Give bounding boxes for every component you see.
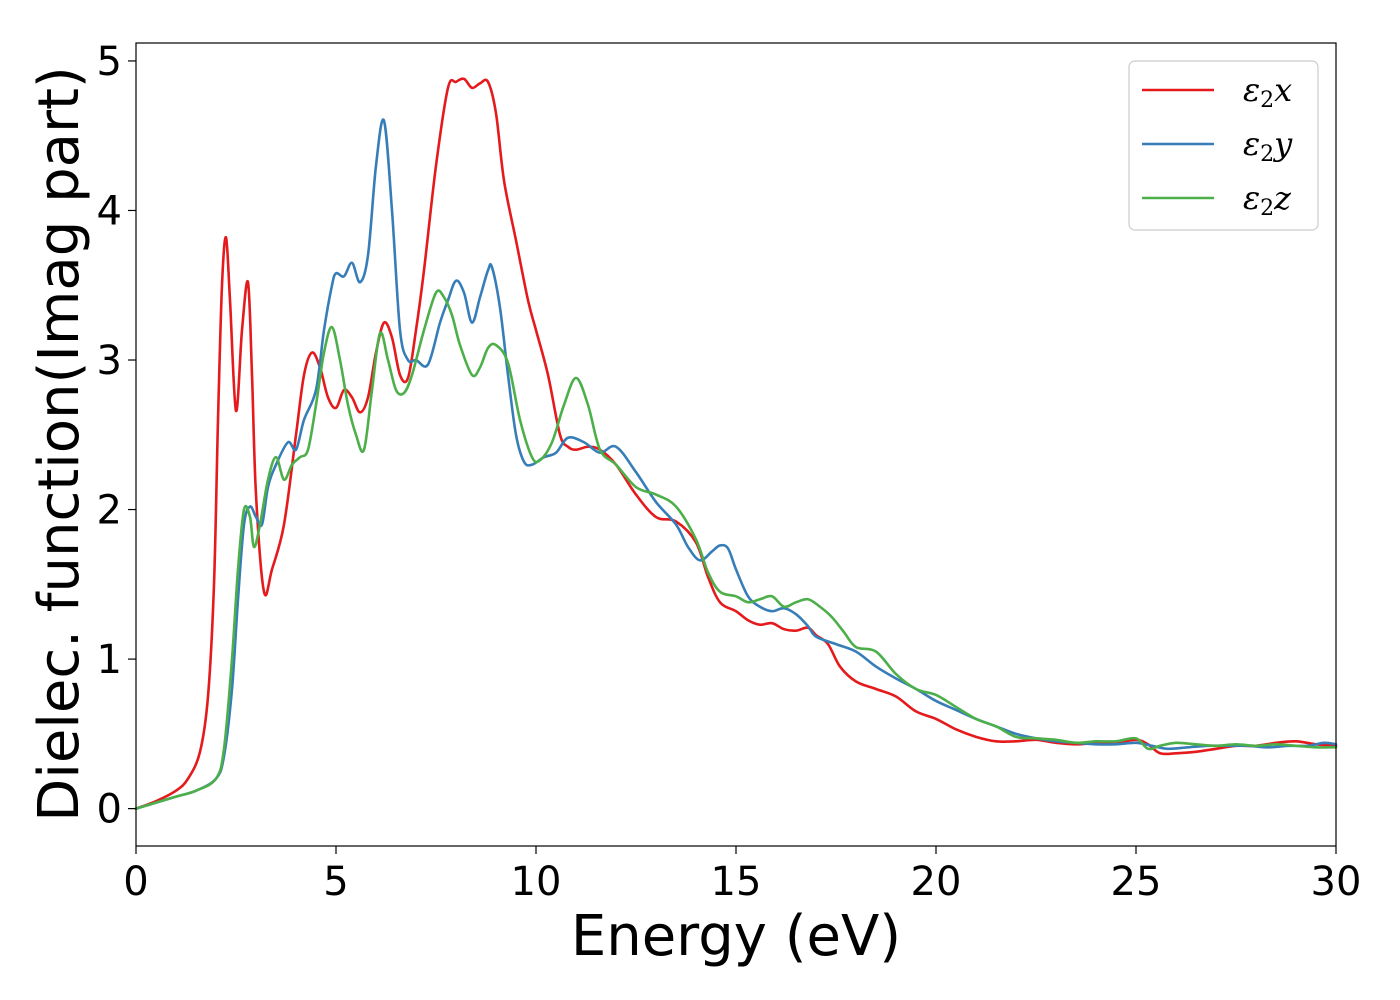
x-tick-label: 10 xyxy=(511,859,562,905)
legend-label-x: ε2x xyxy=(1243,71,1292,113)
y-tick-label: 5 xyxy=(97,39,122,85)
legend-label-y: ε2y xyxy=(1243,125,1293,167)
y-tick-label: 1 xyxy=(97,637,122,683)
y-axis-title: Dielec. function(Imag part) xyxy=(27,66,92,822)
y-tick-label: 2 xyxy=(97,488,122,534)
x-axis-title: Energy (eV) xyxy=(571,904,901,969)
legend: ε2x ε2y ε2z xyxy=(1128,60,1319,231)
legend-label-z: ε2z xyxy=(1243,179,1292,221)
y-tick-label: 4 xyxy=(97,188,122,234)
x-tick-label: 15 xyxy=(711,859,762,905)
x-tick-label: 25 xyxy=(1111,859,1162,905)
series-layer xyxy=(134,77,1338,810)
legend-box xyxy=(1128,60,1319,231)
x-tick-label: 20 xyxy=(911,859,962,905)
x-tick-label: 0 xyxy=(123,859,148,905)
y-tick-label: 0 xyxy=(97,787,122,833)
series-line-x xyxy=(134,77,1338,810)
x-axis: 0 5 10 15 20 25 30 xyxy=(123,846,1361,905)
series-line-z xyxy=(134,289,1338,810)
y-tick-label: 3 xyxy=(97,338,122,384)
x-tick-label: 5 xyxy=(323,859,348,905)
y-axis: 0 1 2 3 4 5 xyxy=(97,39,136,833)
x-tick-label: 30 xyxy=(1311,859,1362,905)
